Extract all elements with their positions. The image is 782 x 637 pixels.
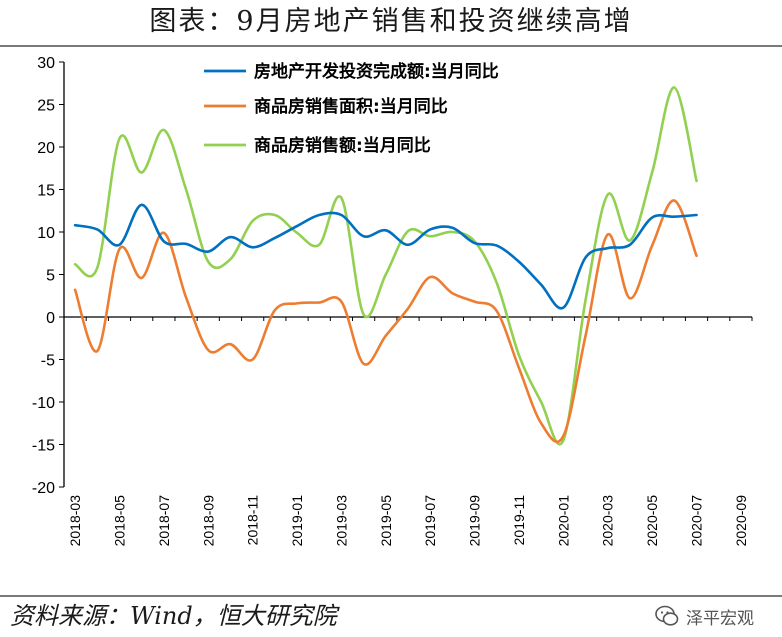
y-tick-label: 25 xyxy=(37,98,55,115)
y-tick-label: 20 xyxy=(37,140,55,157)
x-tick-label: 2019-03 xyxy=(333,495,349,547)
x-tick-label: 2019-07 xyxy=(422,495,438,547)
y-tick-label: -10 xyxy=(32,395,55,412)
legend-label: 商品房销售额:当月同比 xyxy=(254,135,431,156)
legend-label: 商品房销售面积:当月同比 xyxy=(254,96,448,117)
y-tick-label: -20 xyxy=(32,480,55,497)
series-line-2 xyxy=(73,199,698,444)
x-tick-label: 2020-05 xyxy=(644,495,660,547)
title-divider xyxy=(0,45,782,47)
x-tick-label: 2019-01 xyxy=(289,495,305,547)
y-tick-label: 5 xyxy=(46,268,55,285)
page-title: 图表：9月房地产销售和投资继续高增 xyxy=(149,6,633,37)
y-tick-label: 15 xyxy=(37,183,55,200)
source-note: 资料来源：Wind，恒大研究院 xyxy=(10,602,337,630)
y-tick-label: 0 xyxy=(46,310,55,327)
wechat-icon xyxy=(655,605,679,626)
x-axis-ticks: 2018-03 2018-05 2018-07 2018-09 2018-11 2019-… xyxy=(63,317,753,547)
x-tick-label: 2020-01 xyxy=(555,495,571,547)
series-line-3 xyxy=(73,86,698,446)
watermark: 泽平宏观 xyxy=(654,600,754,632)
y-tick-label: -5 xyxy=(41,353,55,370)
axes xyxy=(63,62,752,487)
series-line-1 xyxy=(73,203,698,310)
x-tick-label: 2018-11 xyxy=(245,495,261,546)
y-tick-label: 30 xyxy=(37,55,55,72)
x-tick-label: 2020-03 xyxy=(600,495,616,547)
x-tick-label: 2018-03 xyxy=(67,495,83,547)
series-lines xyxy=(73,86,698,446)
y-tick-label: 10 xyxy=(37,225,55,242)
legend-label: 房地产开发投资完成额:当月同比 xyxy=(254,61,499,82)
x-tick-label: 2019-09 xyxy=(467,495,483,547)
x-tick-label: 2019-11 xyxy=(511,495,527,546)
watermark-text: 泽平宏观 xyxy=(686,608,754,629)
x-tick-label: 2018-07 xyxy=(156,495,172,547)
x-tick-label: 2020-07 xyxy=(689,495,705,547)
footer-divider xyxy=(0,595,782,597)
x-tick-label: 2019-05 xyxy=(378,495,394,547)
y-tick-label: -15 xyxy=(32,438,55,455)
x-tick-label: 2020-09 xyxy=(733,495,749,547)
x-tick-label: 2018-09 xyxy=(200,495,216,547)
y-axis-ticks: 30 25 20 15 10 5 0 -5 -10 -15 -20 xyxy=(32,55,64,497)
x-tick-label: 2018-05 xyxy=(111,495,127,547)
